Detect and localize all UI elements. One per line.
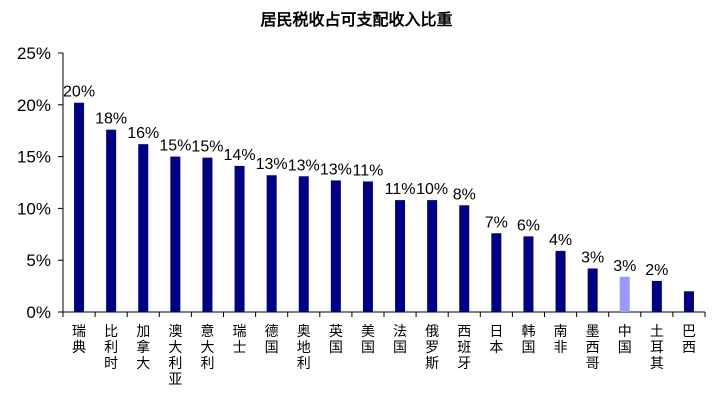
y-tick-label: 5% — [26, 251, 51, 270]
category-label: 西班牙 — [457, 324, 471, 372]
data-label: 18% — [95, 111, 127, 128]
data-label: 3% — [581, 249, 604, 266]
chart-title: 居民税收占可支配收入比重 — [260, 10, 453, 29]
category-label: 巴西 — [682, 324, 696, 356]
category-label: 南非 — [554, 324, 568, 356]
bar — [459, 205, 470, 312]
category-label: 比利时 — [104, 324, 118, 372]
category-label: 瑞典 — [72, 324, 86, 356]
data-label: 3% — [613, 258, 636, 275]
bar — [491, 233, 502, 312]
category-label: 美国 — [361, 324, 375, 356]
data-label: 7% — [485, 214, 508, 231]
bar — [106, 129, 117, 312]
category-label: 奥地利 — [297, 323, 311, 372]
data-label: 11% — [385, 181, 416, 198]
bar — [683, 291, 694, 312]
data-label: 6% — [517, 217, 540, 234]
bar — [170, 156, 181, 312]
data-label: 8% — [453, 186, 476, 203]
category-label: 瑞士 — [233, 324, 247, 356]
data-label: 10% — [416, 181, 448, 198]
bar — [523, 236, 534, 312]
bar — [651, 280, 662, 312]
bar — [138, 144, 149, 312]
category-label: 加拿大 — [136, 324, 150, 372]
y-tick-label: 0% — [26, 303, 51, 322]
bar — [330, 180, 341, 312]
data-label: 14% — [224, 147, 256, 164]
bar — [266, 175, 277, 312]
bar — [555, 250, 566, 312]
category-label: 韩国 — [521, 324, 535, 356]
data-label: 11% — [353, 162, 384, 179]
category-label: 英国 — [329, 323, 343, 356]
data-label: 13% — [320, 161, 352, 178]
bar — [298, 176, 309, 312]
bar — [619, 276, 630, 312]
category-label: 中国 — [618, 324, 632, 356]
category-label: 意大利 — [200, 323, 214, 372]
category-label: 墨西哥 — [586, 324, 600, 372]
data-label: 13% — [288, 157, 320, 174]
bar — [427, 200, 438, 312]
data-label: 15% — [191, 139, 223, 156]
category-label: 俄罗斯 — [425, 324, 439, 372]
bar — [587, 268, 598, 312]
category-label: 土耳其 — [650, 324, 664, 372]
data-label: 4% — [549, 232, 572, 249]
data-label: 20% — [63, 84, 95, 101]
y-tick-label: 10% — [17, 199, 51, 218]
category-label: 德国 — [265, 324, 279, 356]
bar — [234, 165, 245, 312]
category-label: 日本 — [489, 324, 503, 356]
bar — [395, 200, 406, 312]
data-label: 2% — [645, 262, 668, 279]
y-tick-label: 20% — [17, 96, 51, 115]
y-tick-label: 25% — [17, 44, 51, 63]
data-label: 13% — [256, 156, 288, 173]
bar — [74, 102, 85, 312]
y-tick-label: 15% — [17, 148, 51, 167]
category-label: 澳大利亚 — [168, 324, 182, 388]
bar — [362, 181, 373, 312]
category-label: 法国 — [393, 324, 407, 356]
data-label: 15% — [159, 138, 191, 155]
data-label: 16% — [127, 125, 159, 142]
bar — [202, 157, 213, 312]
